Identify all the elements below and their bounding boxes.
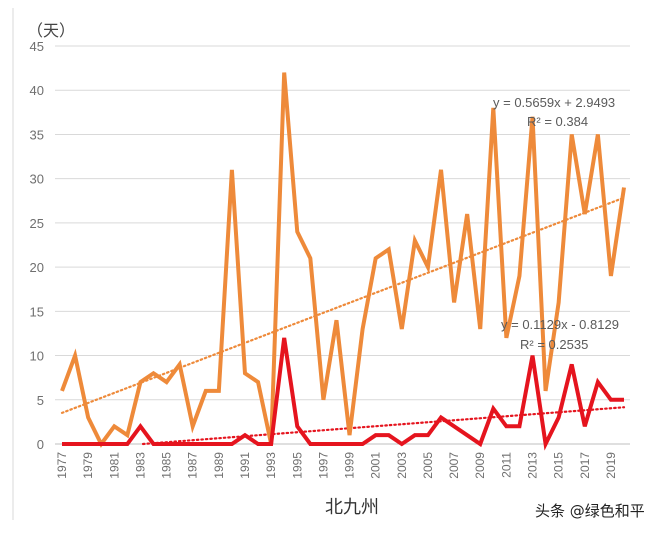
trendline-red (141, 406, 626, 446)
x-tick-label: 2003 (395, 452, 409, 479)
x-tick-label: 1997 (316, 452, 330, 479)
orange-trend-r2: R² = 0.384 (527, 114, 588, 129)
watermark: 头条 @绿色和平 (535, 502, 645, 520)
y-tick-label: 10 (30, 349, 44, 364)
series-line-red (62, 337, 624, 451)
y-tick-label: 20 (30, 260, 44, 275)
x-tick-label: 2019 (604, 452, 618, 479)
x-tick-label: 2001 (369, 452, 383, 479)
y-tick-labels: 0 5 10 15 20 25 30 35 40 45 (30, 39, 44, 452)
x-tick-label: 1989 (212, 452, 226, 479)
x-tick-label: 1993 (264, 452, 278, 479)
x-tick-label: 1981 (107, 452, 121, 479)
y-tick-label: 5 (37, 393, 44, 408)
y-tick-label: 35 (30, 127, 44, 142)
x-tick-label: 2007 (447, 452, 461, 479)
x-tick-label: 1991 (238, 452, 252, 479)
y-unit-label: （天） (27, 21, 75, 40)
y-tick-label: 30 (30, 172, 44, 187)
x-tick-label: 2011 (499, 452, 513, 478)
red-trend-r2: R² = 0.2535 (520, 337, 588, 352)
x-tick-label: 2013 (526, 452, 540, 479)
x-tick-label: 2015 (552, 452, 566, 479)
y-tick-label: 0 (37, 437, 44, 452)
y-tick-label: 45 (30, 39, 44, 54)
y-tick-label: 25 (30, 216, 44, 231)
orange-trend-equation: y = 0.5659x + 2.9493 (493, 95, 615, 110)
x-tick-label: 2005 (421, 452, 435, 479)
x-tick-label: 2009 (473, 452, 487, 479)
x-axis-label: 北九州 (325, 497, 379, 518)
x-tick-label: 1999 (343, 452, 357, 479)
x-tick-label: 1979 (81, 452, 95, 479)
x-tick-label: 1987 (186, 452, 200, 479)
series-lines (60, 72, 626, 451)
x-tick-label: 2017 (578, 452, 592, 479)
y-tick-label: 40 (30, 83, 44, 98)
x-tick-label: 1983 (133, 452, 147, 479)
y-tick-label: 15 (30, 304, 44, 319)
red-trend-equation: y = 0.1129x - 0.8129 (501, 317, 619, 332)
series-line-orange (60, 72, 626, 448)
x-tick-label: 1985 (160, 452, 174, 479)
x-tick-label: 1977 (55, 452, 69, 479)
x-tick-labels: 1977 1979 1981 1983 1985 1987 1989 1991 1993 1995… (55, 452, 618, 479)
x-tick-label: 1995 (290, 452, 304, 479)
